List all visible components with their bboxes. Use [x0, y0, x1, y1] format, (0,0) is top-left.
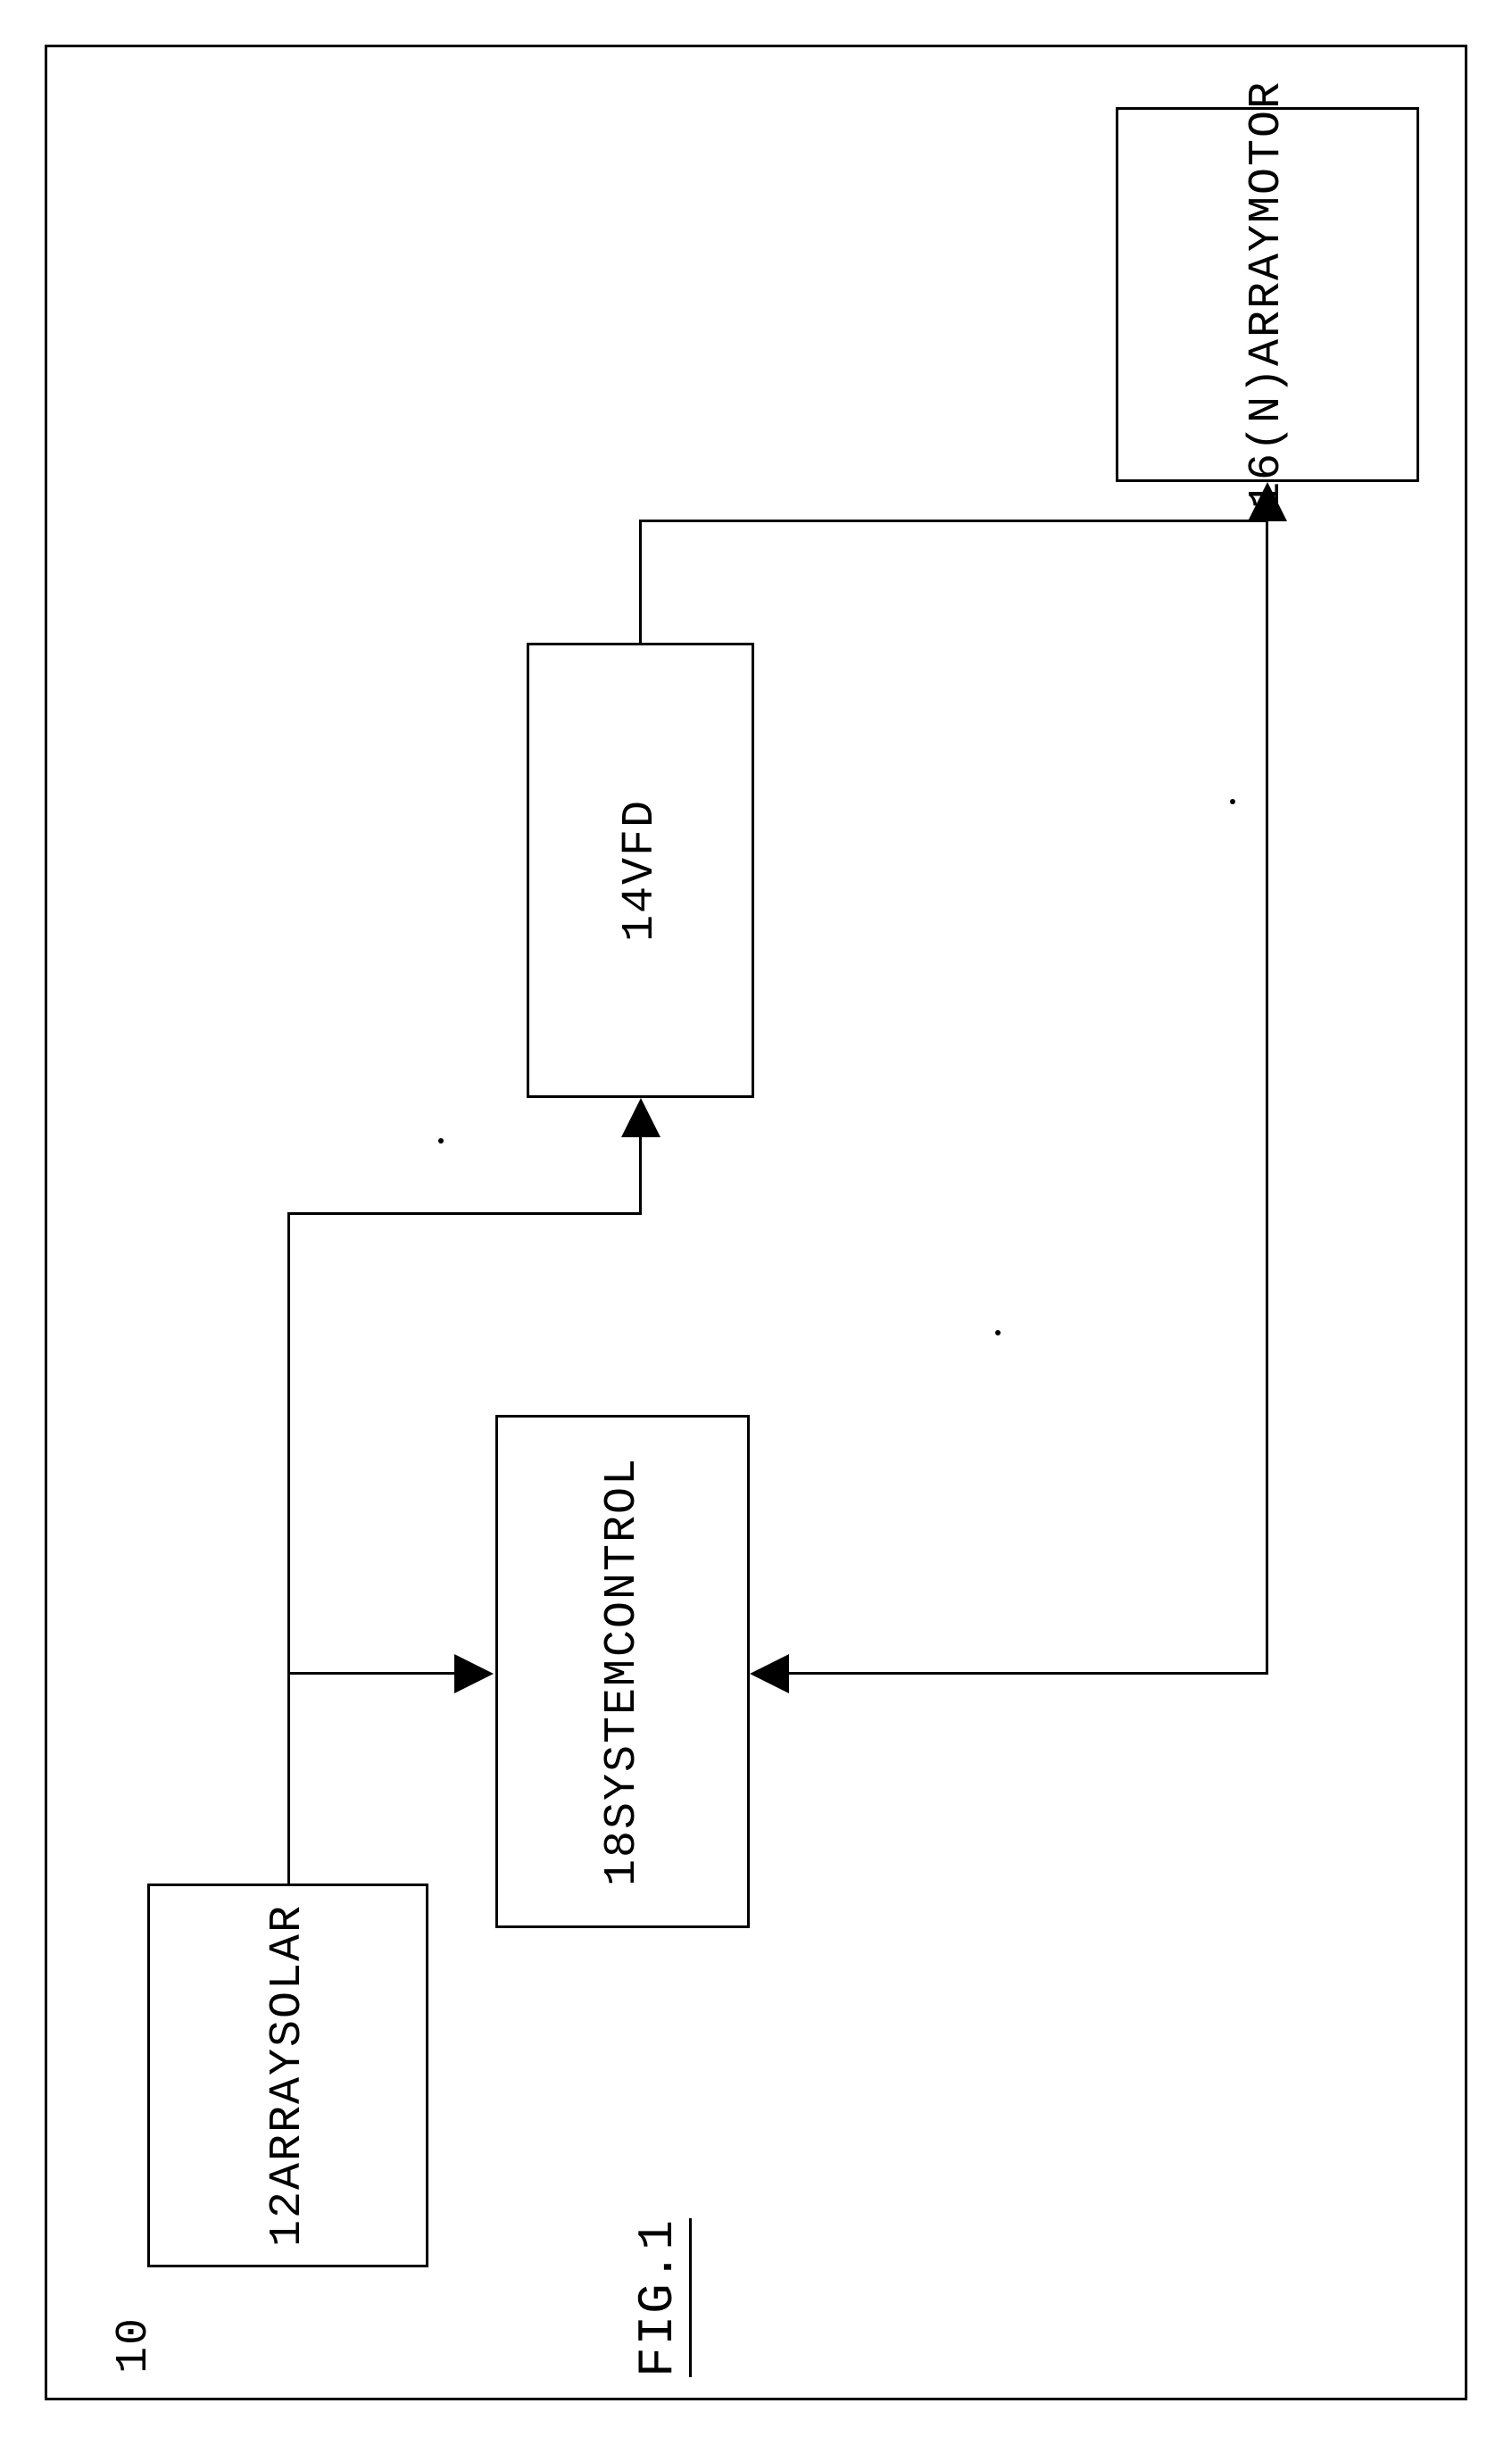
edge-vfd-up: [639, 521, 642, 643]
arrow-into-control-right: [750, 1654, 789, 1693]
system-reference-label: 10: [109, 2316, 160, 2374]
block-solar-array-line2: ARRAY: [262, 2047, 315, 2190]
edge-solar-vfd-v1: [287, 1214, 290, 1674]
edge-solar-up: [287, 1674, 290, 1884]
block-control-system-line2: SYSTEM: [596, 1658, 650, 1829]
block-solar-array-line1: SOLAR: [262, 1904, 315, 2047]
block-motor-array: MOTOR ARRAY (N) 16: [1116, 107, 1419, 482]
block-vfd: VFD 14: [527, 643, 754, 1098]
block-motor-array-line1: MOTOR: [1241, 80, 1294, 223]
block-control-system: CONTROL SYSTEM 18: [495, 1415, 750, 1928]
block-motor-array-line2: ARRAY: [1241, 223, 1294, 366]
edge-solar-to-control: [288, 1672, 456, 1675]
artifact-dot: [995, 1330, 1001, 1335]
block-solar-array-line3: 12: [262, 2190, 315, 2247]
edge-solar-vfd-h: [287, 1212, 642, 1215]
block-control-system-line1: CONTROL: [596, 1457, 650, 1657]
block-motor-array-line3: (N): [1241, 366, 1294, 452]
block-vfd-line1: VFD: [614, 799, 668, 885]
edge-motor-control-h: [789, 1672, 1268, 1675]
block-vfd-line2: 14: [614, 885, 668, 942]
arrow-into-control-left: [454, 1654, 494, 1693]
figure-label: FIG.1: [629, 2218, 686, 2377]
edge-solar-vfd-v2: [639, 1137, 642, 1214]
artifact-dot: [438, 1138, 444, 1143]
block-solar-array: SOLAR ARRAY 12: [147, 1884, 428, 2267]
block-control-system-line3: 18: [596, 1829, 650, 1886]
arrow-into-vfd: [621, 1098, 660, 1137]
edge-vfd-motor-h2: [639, 520, 1267, 522]
artifact-dot: [1230, 799, 1235, 804]
arrow-into-motor: [1248, 482, 1287, 521]
edge-motor-control-v: [1266, 521, 1268, 1674]
